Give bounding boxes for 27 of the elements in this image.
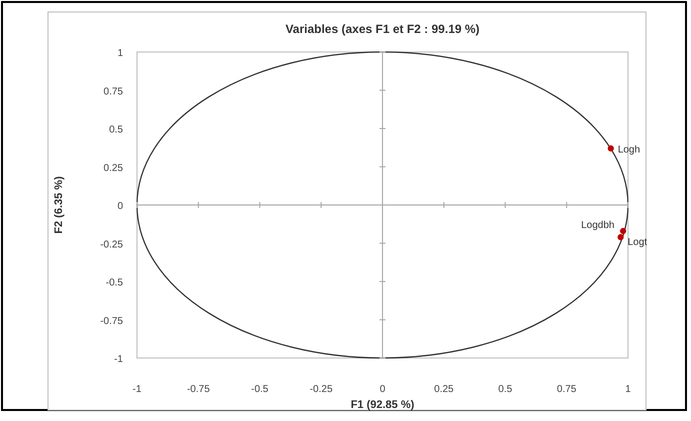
y-tick-label: 0.25 bbox=[104, 162, 124, 174]
y-axis-title: F2 (6.35 %) bbox=[53, 176, 65, 234]
x-tick-label: 0.25 bbox=[434, 384, 454, 395]
annotation: Logh bbox=[618, 144, 640, 156]
chart-title: Variables (axes F1 et F2 : 99.19 %) bbox=[285, 22, 480, 36]
y-tick-label: 0.75 bbox=[104, 86, 124, 98]
x-tick-label: -0.25 bbox=[310, 384, 333, 395]
x-tick-label: 0.5 bbox=[498, 384, 513, 395]
annotation: Logt bbox=[628, 237, 648, 248]
point bbox=[620, 228, 626, 234]
y-tick-label: 0.5 bbox=[109, 124, 124, 136]
x-tick-label: 0.75 bbox=[556, 384, 577, 395]
x-tick-label: -0.5 bbox=[251, 384, 269, 395]
x-tick-label: -0.75 bbox=[186, 384, 210, 395]
annotation: Logdbh bbox=[581, 220, 614, 232]
x-tick-label: -1 bbox=[132, 384, 142, 395]
y-tick-label: 0 bbox=[117, 201, 124, 212]
point bbox=[618, 234, 624, 240]
y-tick-label: -0.25 bbox=[100, 239, 124, 250]
y-tick-label: -1 bbox=[114, 354, 124, 365]
x-tick-label: 1 bbox=[625, 384, 632, 395]
x-axis-title: F1 (92.85 %) bbox=[350, 399, 415, 411]
y-tick-label: -0.5 bbox=[106, 278, 124, 288]
x-tick-label: 0 bbox=[380, 384, 386, 395]
y-tick-label: 1 bbox=[117, 48, 124, 59]
point bbox=[608, 145, 614, 152]
y-tick-label: -0.75 bbox=[100, 316, 124, 327]
